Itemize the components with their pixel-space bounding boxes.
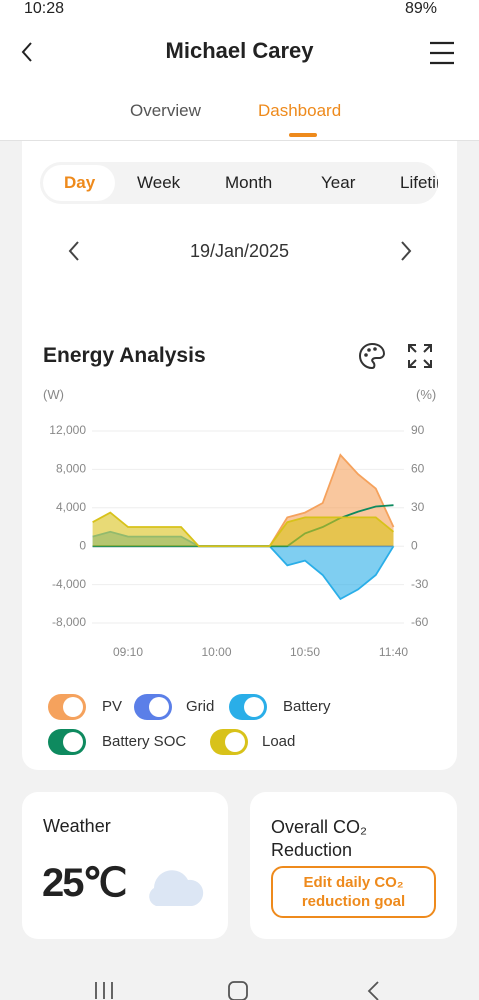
nav-bar	[95, 981, 379, 1000]
back-button[interactable]	[16, 38, 40, 66]
y2-axis-label: (%)	[416, 387, 437, 402]
chart-card	[22, 141, 457, 770]
y2-tick-label: -60	[411, 615, 429, 629]
prev-date[interactable]	[64, 238, 84, 264]
y-tick-label: 4,000	[56, 500, 86, 514]
chart-title: Energy Analysis	[43, 344, 206, 367]
y-tick-label: -8,000	[52, 615, 86, 629]
legend-label: Grid	[186, 698, 215, 715]
legend-toggle[interactable]	[48, 694, 86, 720]
y-axis-label: (W)	[43, 387, 64, 402]
legend-label: Load	[262, 733, 296, 750]
y-tick-label: 12,000	[49, 423, 86, 437]
y2-tick-label: 0	[411, 538, 418, 552]
tab[interactable]: Overview	[130, 101, 201, 120]
area-fill	[92, 512, 394, 547]
y2-tick-label: -30	[411, 577, 429, 591]
status-time: 10:28	[24, 0, 65, 17]
page-title: Michael Carey	[165, 38, 314, 63]
co2-card	[250, 792, 457, 939]
y-tick-label: 0	[79, 538, 86, 552]
legend-label: Battery	[283, 698, 331, 715]
y-tick-label: 8,000	[56, 462, 86, 476]
menu-button[interactable]	[428, 40, 456, 66]
legend-toggle[interactable]	[134, 694, 172, 720]
header-bg	[0, 0, 479, 141]
period-tab[interactable]: Lifetime	[400, 173, 438, 192]
legend-toggle[interactable]	[229, 694, 267, 720]
legend-label: Battery SOC	[102, 733, 187, 750]
next-date[interactable]	[396, 238, 416, 264]
y2-tick-label: 60	[411, 462, 425, 476]
period-tab-active[interactable]: Day	[64, 173, 96, 192]
expand-button[interactable]	[406, 342, 434, 370]
x-tick-label: 09:10	[113, 645, 143, 659]
y2-tick-label: 30	[411, 500, 425, 514]
palette-button[interactable]	[357, 341, 387, 371]
toggle-knob	[225, 732, 245, 752]
weather-card	[22, 792, 228, 939]
date: 19/Jan/2025	[189, 241, 290, 261]
period-tab[interactable]: Year	[321, 173, 356, 192]
legend-toggle[interactable]	[210, 729, 248, 755]
area-line	[92, 511, 395, 548]
edit-goal-button[interactable]: Edit daily CO₂ reduction goal	[271, 866, 436, 918]
y-tick-label: -4,000	[52, 577, 86, 591]
weather-title: Weather	[43, 816, 111, 836]
toggle-knob	[63, 732, 83, 752]
toggle-knob	[149, 697, 169, 717]
legend-label: PV	[102, 698, 123, 715]
x-tick-label: 10:50	[290, 645, 320, 659]
x-tick-label: 10:00	[201, 645, 231, 659]
x-tick-label: 11:40	[379, 645, 408, 659]
chart: -8,000 -4,000 0 4,000 8,000 12,000 -60 -30 0 30 60…	[49, 423, 429, 659]
temperature: 25℃	[42, 861, 127, 905]
period-tab[interactable]: Month	[225, 173, 273, 192]
tab-active[interactable]: Dashboard	[258, 101, 342, 120]
area-fill	[92, 531, 394, 599]
toggle-knob	[244, 697, 264, 717]
status-battery: 89%	[405, 0, 438, 17]
period-tab[interactable]: Week	[137, 173, 181, 192]
co2-title: Overall CO₂ Reduction	[271, 817, 368, 860]
legend-toggle[interactable]	[48, 729, 86, 755]
toggle-knob	[63, 697, 83, 717]
y2-tick-label: 90	[411, 423, 425, 437]
tab-indicator	[289, 133, 317, 137]
period-selector: Day Week Month Year Lifetime	[40, 162, 438, 204]
period-highlight	[43, 165, 115, 201]
cloud-icon	[149, 870, 204, 906]
